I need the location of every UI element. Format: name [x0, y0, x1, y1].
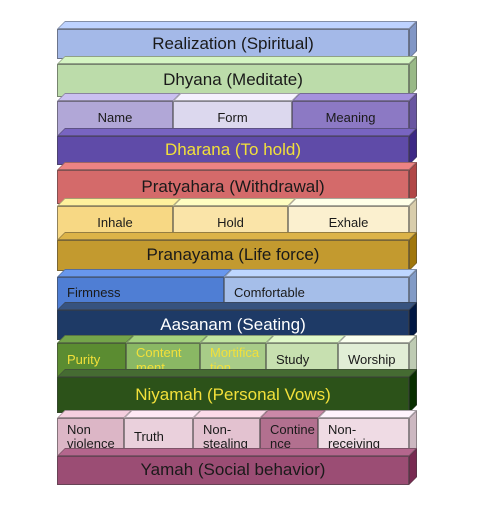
pratyahara-layer-top-face	[57, 162, 417, 170]
contentment-block-top-face	[126, 335, 208, 343]
pranayama-layer-front-face: Pranayama (Life force)	[57, 240, 409, 271]
nonviolence-block-top-face	[57, 410, 132, 418]
realization-layer-top-face	[57, 21, 417, 29]
dhyana-layer-side-face	[409, 56, 417, 97]
dhyana-layer-front-face: Dhyana (Meditate)	[57, 64, 409, 97]
niyamah-layer-top-face	[57, 369, 417, 377]
niyamah-layer-front-face: Niyamah (Personal Vows)	[57, 377, 409, 413]
name-block-label: Name	[97, 110, 133, 126]
comfortable-block-top-face	[224, 269, 417, 277]
dharana-layer-front-face: Dharana (To hold)	[57, 136, 409, 165]
niyamah-layer: Niyamah (Personal Vows)	[57, 369, 417, 413]
nonstealing-block-top-face	[193, 410, 268, 418]
dhyana-layer-label: Dhyana (Meditate)	[163, 70, 303, 90]
continence-block-top-face	[260, 410, 326, 418]
pratyahara-layer-label: Pratyahara (Withdrawal)	[141, 176, 325, 196]
worship-block-label: Worship	[348, 352, 396, 368]
niyamah-layer-label: Niyamah (Personal Vows)	[135, 384, 331, 404]
nonreceiving-block-label: Non- receiving	[328, 421, 381, 451]
name-block-top-face	[57, 93, 181, 101]
firmness-block-label: Firmness	[67, 285, 121, 301]
form-block-top-face	[173, 93, 300, 101]
aasanam-layer-top-face	[57, 302, 417, 310]
realization-layer-front-face: Realization (Spiritual)	[57, 29, 409, 59]
pranayama-layer-side-face	[409, 232, 417, 271]
dharana-layer-side-face	[409, 128, 417, 165]
continence-block-label: Contine nce	[270, 421, 315, 451]
study-block-label: Study	[276, 352, 310, 368]
form-block-label: Form	[217, 110, 248, 126]
purity-block-label: Purity	[67, 352, 101, 368]
yamah-layer-top-face	[57, 448, 417, 456]
yamah-layer-label: Yamah (Social behavior)	[140, 460, 326, 480]
pranayama-layer-top-face	[57, 232, 417, 240]
yamah-layer: Yamah (Social behavior)	[57, 448, 417, 485]
worship-block-top-face	[338, 335, 417, 343]
meaning-block-label: Meaning	[325, 110, 376, 126]
firmness-block-top-face	[57, 269, 232, 277]
pranayama-layer-label: Pranayama (Life force)	[146, 245, 320, 265]
realization-layer: Realization (Spiritual)	[57, 21, 417, 59]
nonstealing-block-label: Non- stealing	[203, 421, 248, 451]
meaning-block-top-face	[292, 93, 417, 101]
hold-block-label: Hold	[217, 214, 244, 230]
study-block-top-face	[266, 335, 346, 343]
yamah-layer-front-face: Yamah (Social behavior)	[57, 456, 409, 485]
exhale-block-label: Exhale	[328, 214, 369, 230]
dharana-layer-top-face	[57, 128, 417, 136]
hold-block-top-face	[173, 198, 296, 206]
exhale-block-top-face	[288, 198, 417, 206]
mortification-block-top-face	[200, 335, 274, 343]
inhale-block-label: Inhale	[97, 214, 133, 230]
dhyana-layer-top-face	[57, 56, 417, 64]
inhale-block-top-face	[57, 198, 181, 206]
dharana-layer-label: Dharana (To hold)	[164, 140, 302, 160]
truth-block-label: Truth	[134, 428, 164, 444]
realization-layer-side-face	[409, 21, 417, 59]
pranayama-layer: Pranayama (Life force)	[57, 232, 417, 271]
comfortable-block-label: Comfortable	[234, 285, 305, 301]
dhyana-layer: Dhyana (Meditate)	[57, 56, 417, 97]
yamah-layer-side-face	[409, 448, 417, 485]
nonreceiving-block-top-face	[318, 410, 417, 418]
truth-block-top-face	[124, 410, 201, 418]
realization-layer-label: Realization (Spiritual)	[152, 33, 314, 53]
dharana-layer: Dharana (To hold)	[57, 128, 417, 165]
nonviolence-block-label: Non violence	[67, 421, 115, 451]
purity-block-top-face	[57, 335, 134, 343]
niyamah-layer-side-face	[409, 369, 417, 413]
aasanam-layer-label: Aasanam (Seating)	[160, 314, 306, 334]
